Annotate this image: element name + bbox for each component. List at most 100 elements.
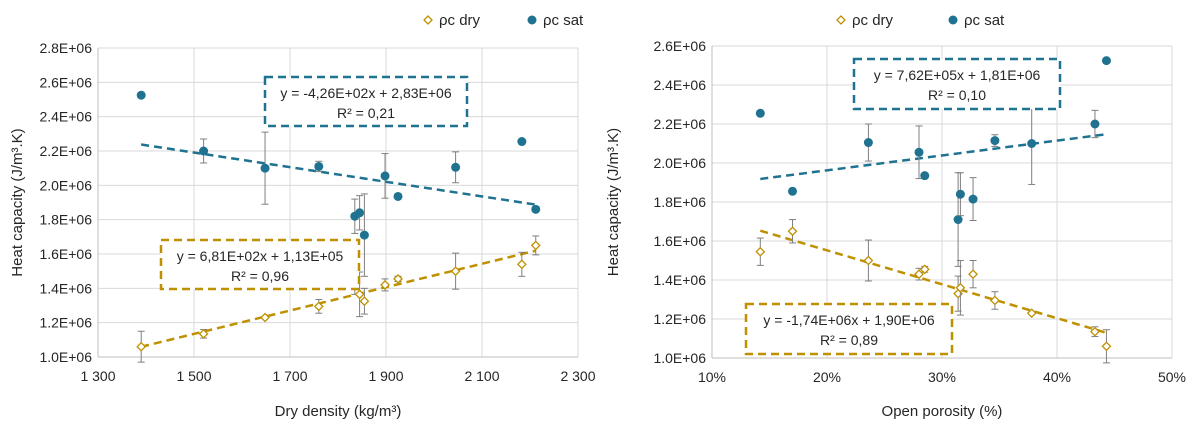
y-tick-label: 1.8E+06 [653, 194, 706, 210]
y-tick-label: 2.6E+06 [653, 38, 706, 54]
data-point-sat [314, 161, 324, 171]
data-point-dry [393, 273, 403, 284]
x-tick-label: 2 100 [464, 368, 499, 384]
data-point-dry [968, 269, 978, 280]
data-point-sat [517, 137, 527, 147]
y-tick-label: 1.8E+06 [39, 212, 92, 228]
data-point-dry [530, 240, 541, 251]
data-point-dry [260, 312, 270, 323]
y-tick-label: 2.6E+06 [39, 74, 92, 90]
y-tick-label: 2.2E+06 [653, 116, 706, 132]
data-point-sat [380, 171, 390, 181]
y-tick-label: 1.2E+06 [39, 315, 92, 331]
trendline-equation-sat: y = -4,26E+02x + 2,83E+06 [280, 85, 451, 101]
x-axis-title: Open porosity (%) [882, 403, 1003, 420]
data-point-dry [136, 341, 147, 352]
trendline-sat [760, 132, 1107, 181]
trendline-equation-dry: y = 6,81E+02x + 1,13E+05 [177, 248, 344, 264]
data-point-sat [788, 186, 797, 196]
data-point-dry [198, 328, 209, 339]
data-point-dry [313, 301, 324, 312]
trendline-sat [141, 143, 536, 206]
equation-box-dry [744, 302, 954, 356]
y-tick-label: 1.0E+06 [39, 349, 92, 365]
y-tick-label: 2.0E+06 [39, 177, 92, 193]
data-point-dry [380, 279, 390, 290]
data-point-sat [393, 191, 403, 201]
y-axis-title: Heat capacity (J/m³.K) [9, 128, 26, 276]
y-tick-label: 2.2E+06 [39, 143, 92, 159]
equation-box-sat [852, 57, 1062, 111]
data-point-sat [199, 146, 209, 156]
chart-open-porosity: 1.0E+06 1.2E+06 1.4E+06 1.6E+06 1.8E+06 2.0E+… [605, 12, 1186, 420]
trendline-dry [140, 249, 537, 348]
data-point-dry [1026, 308, 1037, 319]
data-point-sat [914, 147, 924, 157]
data-point-sat [953, 215, 963, 225]
data-point-sat [863, 138, 873, 148]
y-tick-label: 1.4E+06 [653, 272, 706, 288]
data-point-sat [955, 189, 965, 199]
data-point-sat [968, 194, 978, 204]
legend-label-sat: ρc sat [543, 12, 584, 29]
x-tick-label: 50% [1158, 369, 1186, 385]
legend-marker-dry [423, 15, 433, 25]
x-tick-label: 1 700 [272, 368, 307, 384]
legend-label-dry: ρc dry [852, 12, 894, 29]
trendline-dry [759, 229, 1107, 335]
data-point-dry [863, 255, 874, 266]
data-point-sat [755, 108, 765, 118]
data-point-sat [1101, 56, 1111, 66]
data-point-sat [1090, 119, 1100, 129]
legend-marker-dry [836, 15, 846, 25]
data-point-dry [450, 266, 461, 277]
data-point-dry [1090, 326, 1100, 337]
legend-marker-sat [948, 15, 958, 25]
y-tick-label: 2.8E+06 [39, 40, 92, 56]
y-tick-label: 1.6E+06 [653, 233, 706, 249]
data-point-dry [914, 269, 924, 280]
data-point-dry [989, 295, 1000, 306]
trendline-equation-sat: y = 7,62E+05x + 1,81E+06 [874, 67, 1041, 83]
chart-dry-density: 1.0E+06 1.2E+06 1.4E+06 1.6E+06 1.8E+06 2.0E+… [9, 12, 596, 420]
y-tick-label: 1.0E+06 [653, 350, 706, 366]
y-tick-label: 2.4E+06 [653, 77, 706, 93]
legend-label-sat: ρc sat [964, 12, 1005, 29]
data-point-dry [354, 289, 365, 300]
x-tick-label: 10% [698, 369, 726, 385]
y-tick-label: 2.0E+06 [653, 155, 706, 171]
data-point-sat [451, 162, 461, 172]
data-point-sat [920, 171, 930, 181]
x-tick-label: 40% [1043, 369, 1071, 385]
x-tick-label: 2 300 [560, 368, 595, 384]
trendline-r2-dry: R² = 0,89 [820, 332, 878, 348]
x-tick-label: 1 500 [176, 368, 211, 384]
data-point-dry [359, 296, 370, 307]
data-point-dry [516, 259, 527, 270]
data-point-sat [1027, 139, 1037, 148]
data-point-dry [919, 264, 930, 275]
y-tick-label: 1.4E+06 [39, 280, 92, 296]
data-point-dry [955, 282, 966, 293]
equation-box-sat [263, 75, 469, 128]
trendline-r2-dry: R² = 0,96 [231, 268, 289, 284]
data-point-sat [136, 90, 146, 100]
legend-marker-sat [527, 15, 537, 25]
data-point-sat [355, 208, 365, 218]
trendline-r2-sat: R² = 0,21 [337, 105, 395, 121]
data-point-dry [1101, 341, 1112, 352]
x-tick-label: 1 900 [368, 368, 403, 384]
trendline-r2-sat: R² = 0,10 [928, 87, 986, 103]
y-tick-label: 1.2E+06 [653, 311, 706, 327]
trendline-equation-dry: y = -1,74E+06x + 1,90E+06 [763, 312, 934, 328]
y-axis-title: Heat capacity (J/m³.K) [605, 128, 622, 276]
data-point-sat [260, 163, 270, 173]
y-tick-label: 2.4E+06 [39, 109, 92, 125]
data-point-sat [531, 204, 541, 214]
legend-label-dry: ρc dry [439, 12, 481, 29]
data-point-dry [755, 246, 766, 257]
data-point-sat [990, 136, 1000, 146]
x-tick-label: 30% [928, 369, 956, 385]
x-tick-label: 20% [813, 369, 841, 385]
data-point-dry [787, 226, 798, 237]
